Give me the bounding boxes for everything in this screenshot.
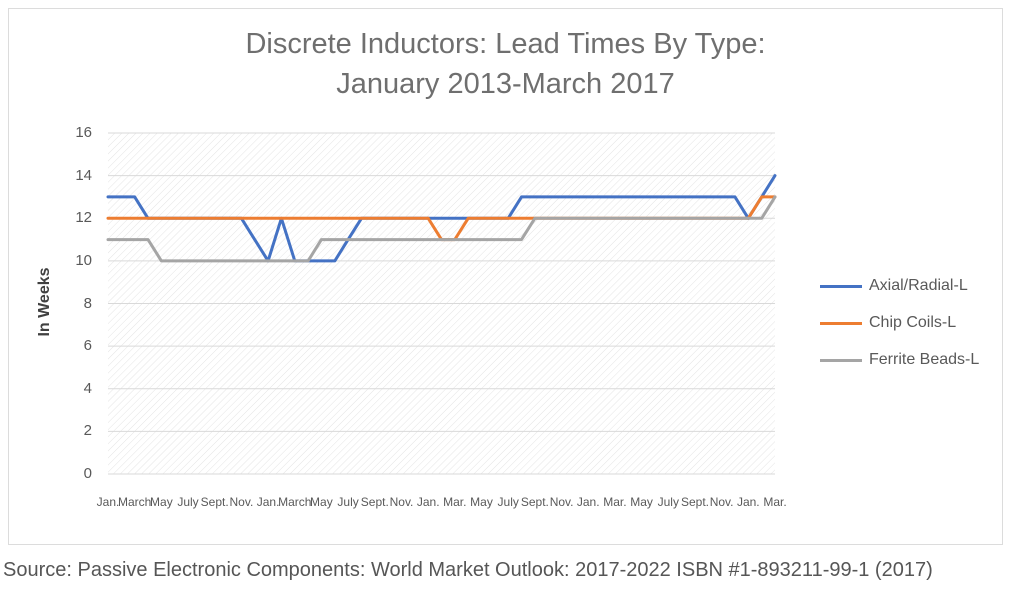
legend-item-axial-radial: Axial/Radial-L [820,274,979,298]
series-line-ferrite-beads-l [106,195,777,263]
y-tick-label-16: 16 [75,124,92,141]
x-tick-label-13: Mar. [443,495,467,509]
y-tick-label-4: 4 [83,379,92,397]
x-tick-label-16: Sept. [520,495,549,509]
x-tick-label-5: Nov. [229,495,254,509]
legend-line-swatch-orange [820,321,862,325]
chart-title-line1: Discrete Inductors: Lead Times By Type: [245,28,766,60]
y-tick-label-12: 12 [75,209,92,227]
y-tick-label-14: 14 [75,166,92,184]
x-tick-label-11: Nov. [389,495,414,509]
source-citation: Source: Passive Electronic Components: W… [3,559,933,581]
x-tick-label-12: Jan. [416,495,440,509]
x-tick-label-19: Mar. [603,495,627,509]
chart-title-line2: January 2013-March 2017 [336,68,675,100]
y-tick-label-8: 8 [83,294,92,312]
legend-label: Chip Coils-L [869,314,957,331]
y-tick-label-0: 0 [83,465,92,482]
legend-line-swatch-gray [820,358,862,362]
x-tick-label-25: Mar. [763,495,787,509]
legend-item-ferrite-beads: Ferrite Beads-L [820,348,979,372]
chart-legend: Axial/Radial-L Chip Coils-L Ferrite Bead… [820,274,979,385]
x-tick-label-6: Jan. [256,495,280,509]
x-tick-label-8: May [310,495,333,509]
y-tick-label-10: 10 [75,251,92,269]
x-tick-label-1: March [118,495,152,509]
chart-title: Discrete Inductors: Lead Times By Type: … [8,24,1003,104]
legend-label: Axial/Radial-L [869,277,968,294]
y-tick-label-6: 6 [83,337,92,355]
y-tick-label-2: 2 [83,422,92,440]
x-tick-label-4: Sept. [200,495,229,509]
x-tick-label-20: May [630,495,653,509]
legend-item-chip-coils: Chip Coils-L [820,311,979,335]
x-tick-label-21: July [657,495,679,509]
x-tick-label-7: March [278,495,312,509]
legend-line-swatch-blue [820,284,862,288]
x-tick-label-17: Nov. [549,495,574,509]
x-tick-label-24: Jan. [736,495,760,509]
x-tick-label-22: Sept. [680,495,710,509]
x-tick-label-10: Sept. [360,495,389,509]
x-tick-label-14: May [470,495,493,509]
legend-label: Ferrite Beads-L [869,351,980,368]
x-tick-label-2: May [150,495,173,509]
x-tick-label-3: July [177,495,199,509]
x-tick-label-15: July [497,495,519,509]
x-tick-label-23: Nov. [709,495,734,509]
x-tick-label-0: Jan. [96,495,120,509]
x-tick-label-9: July [337,495,359,509]
x-tick-label-18: Jan. [576,495,600,509]
